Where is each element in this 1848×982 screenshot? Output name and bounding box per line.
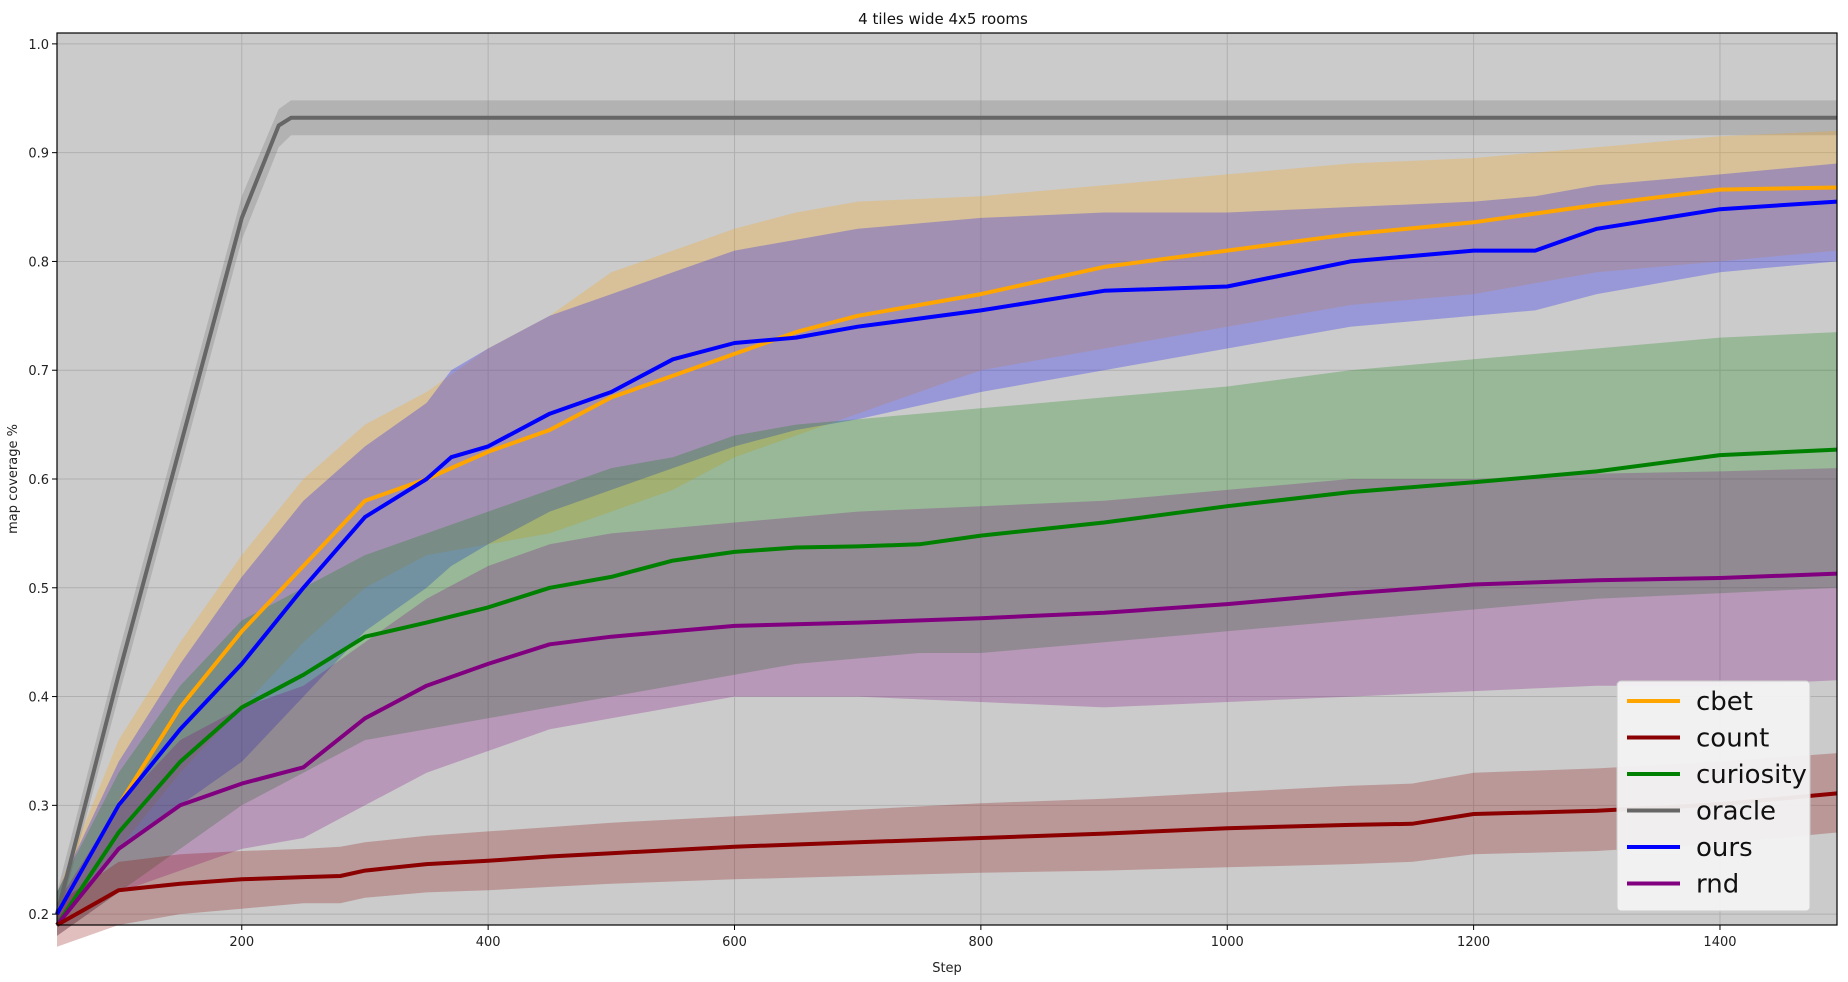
y-tick-label: 0.3: [28, 799, 49, 814]
ours-confidence-band: [57, 163, 1837, 925]
cbet-line: [55, 185, 1838, 916]
y-tick-label: 1.0: [28, 38, 49, 53]
y-tick-label: 0.4: [28, 691, 49, 706]
y-tick-label: 0.6: [28, 473, 49, 488]
y-tick-label: 0.9: [28, 147, 49, 162]
legend-label-ours: ours: [1696, 833, 1753, 863]
x-tick-label: 1400: [1703, 935, 1736, 950]
x-tick-label: 200: [229, 935, 254, 950]
y-axis-label: map coverage %: [6, 424, 21, 534]
y-tick-label: 0.7: [28, 364, 49, 379]
y-tick-label: 0.2: [28, 908, 49, 923]
legend-label-cbet: cbet: [1696, 687, 1753, 717]
legend-label-oracle: oracle: [1696, 797, 1776, 827]
legend: cbet count curiosity oracle ours rnd: [1616, 680, 1811, 912]
x-tick-label: 1000: [1211, 935, 1244, 950]
x-tick-label: 1200: [1457, 935, 1490, 950]
x-tick-label: 400: [476, 935, 501, 950]
legend-label-rnd: rnd: [1696, 870, 1739, 900]
cbet-confidence-band: [57, 130, 1837, 925]
confidence-bands: [57, 100, 1837, 947]
count-line: [56, 791, 1838, 927]
series-lines: [55, 115, 1838, 927]
curiosity-confidence-band: [57, 332, 1837, 936]
x-axis-label: Step: [932, 961, 962, 976]
x-tick-label: 800: [968, 935, 993, 950]
legend-label-count: count: [1696, 724, 1769, 754]
x-tick-label: 600: [722, 935, 747, 950]
rnd-confidence-band: [57, 468, 1837, 936]
rnd-line: [55, 571, 1838, 927]
legend-label-curiosity: curiosity: [1696, 760, 1807, 790]
curiosity-line: [55, 447, 1838, 927]
y-axis-ticks: 0.2 0.3 0.4 0.5 0.6 0.7 0.8 0.9 1.0: [28, 38, 57, 923]
count-confidence-band: [57, 753, 1837, 947]
oracle-line: [55, 115, 1837, 915]
y-tick-label: 0.8: [28, 255, 49, 270]
y-tick-label: 0.5: [28, 582, 49, 597]
ours-line: [55, 199, 1838, 916]
x-axis-ticks: 200 400 600 800 1000 1200 1400: [229, 925, 1737, 950]
gridlines: [57, 33, 1837, 925]
chart-title: 4 tiles wide 4x5 rooms: [858, 10, 1028, 28]
